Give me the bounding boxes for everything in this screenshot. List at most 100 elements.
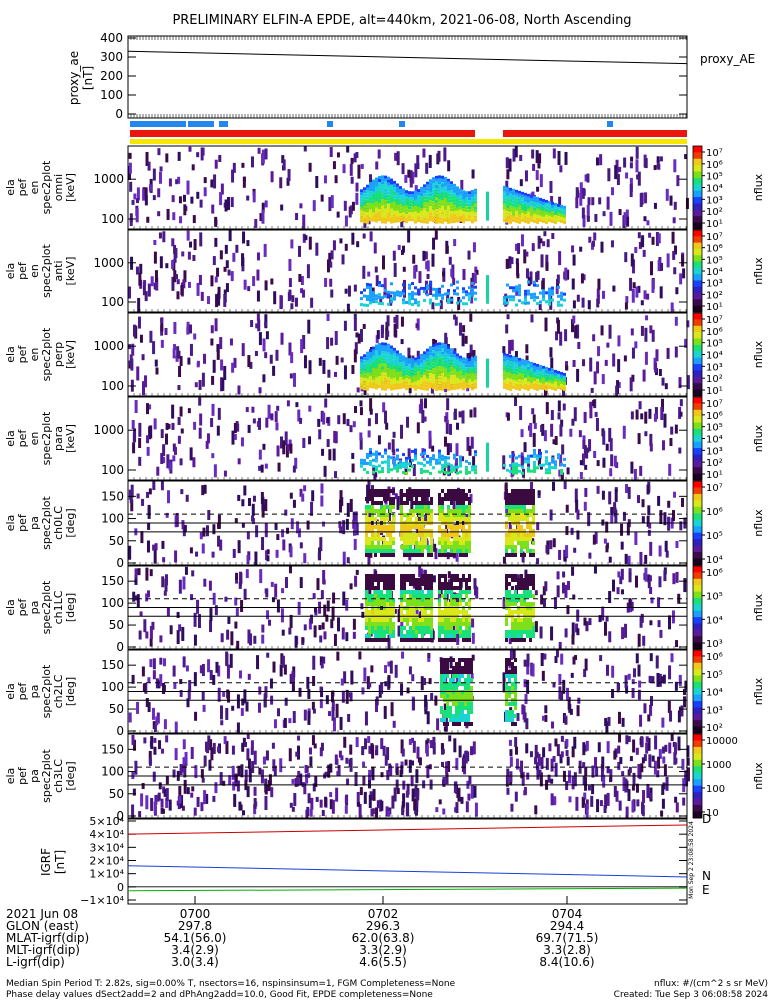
spectrogram-cell — [509, 375, 512, 379]
spectrogram-cell — [408, 194, 411, 198]
spectrogram-cell — [441, 469, 444, 473]
spectrogram-cell — [462, 360, 465, 364]
spectrogram-cell — [514, 505, 517, 509]
spectrogram-cell — [408, 286, 411, 290]
spectrogram-cell — [511, 513, 514, 517]
spectrogram-cell — [605, 521, 609, 533]
spectrogram-cell — [429, 182, 432, 186]
spectrogram-cell — [134, 400, 138, 414]
panel-ylabel-line: spec2plot — [40, 327, 53, 381]
spectrogram-cell — [521, 382, 524, 386]
spectrogram-cell — [562, 403, 566, 411]
spectrogram-cell — [406, 497, 409, 501]
spectrogram-cell — [453, 468, 456, 472]
spectrogram-cell — [399, 195, 402, 199]
spectrogram-cell — [407, 169, 411, 178]
spectrogram-cell — [465, 545, 468, 549]
spectrogram-cell — [402, 367, 405, 371]
spectrogram-cell — [217, 514, 221, 529]
spectrogram-cell — [402, 382, 405, 386]
spectrogram-cell — [630, 253, 634, 267]
spectrogram-cell — [381, 351, 384, 355]
spectrogram-cell — [524, 204, 527, 208]
spectrogram-cell — [473, 273, 477, 284]
spectrogram-cell — [219, 250, 223, 260]
spectrogram-cell — [360, 163, 364, 169]
spectrogram-cell — [192, 255, 196, 262]
spectrogram-cell — [426, 375, 429, 379]
spectrogram-cell — [578, 430, 582, 438]
spectrogram-cell — [411, 367, 414, 371]
spectrogram-cell — [532, 549, 535, 553]
spectrogram-cell — [412, 541, 415, 545]
spectrogram-cell — [435, 360, 438, 364]
spectrogram-cell — [148, 426, 152, 440]
spectrogram-cell — [465, 302, 468, 306]
spectrogram-cell — [529, 493, 532, 497]
spectrogram-cell — [627, 555, 631, 565]
spectrogram-cell — [545, 300, 548, 304]
spectrogram-cell — [430, 497, 433, 501]
spectrogram-cell — [312, 200, 316, 212]
spectrogram-cell — [301, 493, 305, 502]
spectrogram-cell — [606, 196, 610, 210]
spectrogram-cell — [435, 202, 438, 206]
panel-ylabel-line: ela — [4, 179, 17, 196]
spectrogram-cell — [255, 323, 259, 329]
spectrogram-cell — [223, 366, 227, 381]
spectrogram-cell — [505, 553, 508, 557]
spectrogram-cell — [536, 454, 539, 458]
spectrogram-cell — [582, 214, 586, 227]
spectrogram-cell — [390, 300, 393, 304]
spectrogram-cell — [549, 509, 553, 521]
spectrogram-cell — [375, 344, 378, 348]
spectrogram-cell — [189, 324, 193, 334]
spectrogram-cell — [446, 398, 450, 411]
spectrogram-cell — [474, 191, 477, 195]
spectrogram-cell — [520, 533, 523, 537]
spectrogram-cell — [387, 194, 390, 198]
spectrogram-cell — [378, 343, 381, 347]
spectrogram-cell — [541, 280, 545, 290]
spectrogram-cell — [207, 509, 211, 520]
spectrogram-cell — [447, 525, 450, 529]
spectrogram-cell — [438, 214, 441, 218]
spectrogram-cell — [399, 201, 402, 205]
spectrogram-cell — [443, 147, 447, 162]
spectrogram-cell — [453, 517, 456, 521]
spectrogram-cell — [405, 387, 408, 391]
spectrogram-cell — [469, 344, 473, 357]
spectrogram-cell — [315, 242, 319, 256]
spectrogram-cell — [280, 204, 284, 211]
spectrogram-cell — [334, 471, 338, 479]
spectrogram-cell — [447, 199, 450, 203]
spectrogram-cell — [438, 217, 441, 221]
spectrogram-cell — [384, 187, 387, 191]
spectrogram-cell — [517, 493, 520, 497]
spectrogram-cell — [326, 600, 330, 612]
spectrogram-cell — [539, 174, 543, 188]
spectrogram-cell — [581, 207, 585, 219]
spectrogram-cell — [411, 385, 414, 389]
panel-ylabel-line: en — [28, 181, 41, 195]
spectrogram-cell — [418, 501, 421, 505]
spectrogram-cell — [647, 574, 651, 583]
spectrogram-cell — [396, 362, 399, 366]
spectrogram-cell — [521, 370, 524, 374]
spectrogram-cell — [264, 200, 268, 208]
spectrogram-cell — [450, 348, 453, 352]
spectrogram-cell — [673, 201, 677, 210]
spectrogram-cell — [254, 350, 258, 356]
spectrogram-cell — [542, 289, 545, 293]
spectrogram-cell — [360, 464, 363, 468]
spectrogram-cell — [459, 517, 462, 521]
spectrogram-cell — [429, 462, 432, 466]
spectrogram-cell — [539, 370, 542, 374]
spectrogram-cell — [644, 158, 648, 169]
spectrogram-cell — [153, 282, 157, 290]
spectrogram-cell — [360, 380, 363, 384]
spectrogram-cell — [360, 383, 363, 387]
spectrogram-cell — [468, 194, 471, 198]
spectrogram-cell — [520, 497, 523, 501]
spectrogram-cell — [441, 178, 444, 182]
